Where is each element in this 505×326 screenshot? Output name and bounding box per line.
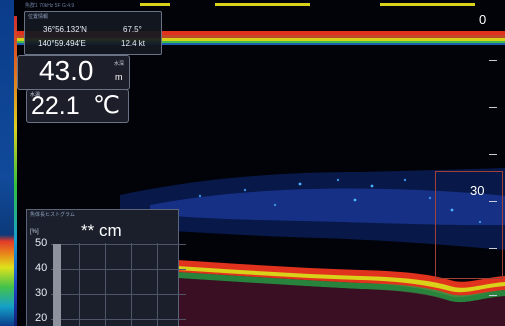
heading-value: 67.5°: [123, 25, 142, 34]
depth-tick: [489, 201, 497, 202]
y-tick-label: 50: [35, 237, 48, 249]
zoom-window[interactable]: [435, 171, 503, 279]
depth-scale-zoom-label: 30: [470, 183, 485, 198]
grid-column: [131, 243, 132, 326]
seabed-fill: [177, 278, 505, 326]
fish-school-dense: [150, 188, 505, 226]
grid-column: [79, 243, 80, 326]
header-indicator-1: [140, 3, 170, 6]
y-tick-label: 40: [35, 262, 48, 274]
speed-value: 12.4 kt: [121, 39, 146, 48]
grid-line: [51, 244, 186, 245]
grid-column: [157, 243, 158, 326]
water-temp-panel: 水温 22.1 ℃: [26, 89, 129, 123]
y-tick-label: 30: [35, 287, 48, 299]
depth-unit: m: [115, 72, 123, 82]
depth-value: 43.0: [39, 55, 94, 86]
color-scale-strip: [0, 0, 14, 326]
depth-tick: [489, 107, 497, 108]
grid-column: [105, 243, 106, 326]
depth-tick: [489, 295, 497, 296]
grid-line: [51, 269, 186, 270]
latitude-value: 36°56.132'N: [43, 25, 87, 34]
seabed-yellow: [177, 266, 505, 293]
fish-echo-dots: [198, 178, 482, 224]
gps-panel: 位置情報 36°56.132'N 67.5° 140°59.494'E 12.4…: [24, 11, 162, 55]
y-tick-label: 20: [35, 312, 48, 324]
surface-band-yellow: [17, 38, 505, 41]
grid-line: [51, 319, 186, 320]
size-chart-bar: [53, 244, 61, 326]
grid-line: [51, 294, 186, 295]
status-header: 魚群1 70kHz 5F G:4.9: [17, 0, 505, 12]
surface-band-dark-red: [17, 35, 505, 38]
depth-tick: [489, 248, 497, 249]
gps-panel-title: 位置情報: [28, 14, 49, 20]
depth-tick: [489, 154, 497, 155]
surface-band-blue: [17, 43, 505, 45]
depth-scale-top-label: 0: [479, 12, 487, 27]
longitude-value: 140°59.494'E: [38, 39, 86, 48]
gain-color-bar: [14, 16, 17, 326]
size-chart-unit: ** cm: [81, 221, 122, 240]
size-chart-title: 魚体長ヒストグラム: [30, 212, 75, 218]
seabed-green: [177, 272, 505, 303]
water-temp-unit: ℃: [93, 92, 120, 119]
surface-band-green: [17, 41, 505, 43]
depth-panel: 43.0 水深 m: [17, 55, 130, 90]
status-text: 魚群1 70kHz 5F G:4.9: [25, 3, 75, 9]
depth-tag: 水深: [114, 61, 125, 67]
depth-tick: [489, 60, 497, 61]
water-temp-tag: 水温: [30, 92, 41, 98]
size-chart-bracket-unit: [%]: [30, 229, 39, 235]
water-temp-value: 22.1: [31, 92, 80, 120]
header-indicator-2: [215, 3, 310, 6]
surface-band-red: [17, 31, 505, 35]
header-indicator-3: [380, 3, 475, 6]
size-chart-panel: 魚体長ヒストグラム [%] ** cm 50 40 30 20: [26, 209, 186, 326]
